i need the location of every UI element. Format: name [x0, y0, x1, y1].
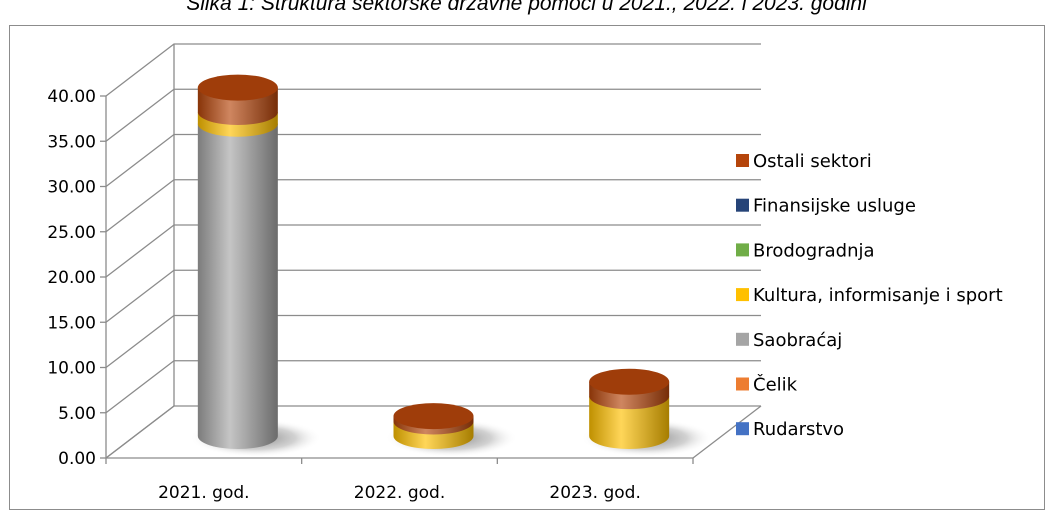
bar-segment: [197, 123, 278, 450]
legend-label: Finansijske usluge: [753, 196, 916, 217]
legend-swatch: [736, 198, 749, 212]
legend-swatch: [736, 154, 749, 167]
gridline: [105, 360, 761, 414]
x-tick-label: 2022. god.: [354, 483, 445, 503]
gridline: [105, 88, 761, 142]
y-tick-label: 25.00: [47, 223, 96, 243]
y-tick-label: 15.00: [47, 313, 96, 333]
legend-layer: Ostali sektori Finansijske usluge Brodogra…: [736, 151, 1003, 440]
gridline: [105, 43, 761, 97]
grid-layer: [100, 43, 762, 464]
y-tick-label: 40.00: [47, 87, 96, 107]
gridline: [105, 179, 761, 233]
legend-swatch: [736, 422, 749, 436]
y-tick-label: 35.00: [47, 132, 96, 152]
chart-frame: [9, 25, 1045, 510]
legend-swatch: [736, 377, 749, 391]
x-tick-label: 2021. god.: [158, 483, 249, 503]
legend-label: Ostali sektori: [753, 151, 872, 172]
gridline: [105, 405, 761, 459]
bar-layer: [197, 74, 670, 450]
y-tick-label: 10.00: [47, 359, 96, 379]
y-tick-label: 0.00: [58, 449, 96, 469]
y-tick-label: 20.00: [47, 268, 96, 288]
legend-swatch: [736, 243, 749, 257]
chart-caption: Slika 1: Struktura sektorske državne pom…: [186, 0, 867, 15]
y-tick-label: 30.00: [47, 178, 96, 198]
gridline: [105, 224, 761, 278]
x-tick-label: 2023. god.: [549, 483, 640, 503]
legend-swatch: [736, 288, 749, 302]
legend-label: Saobraćaj: [753, 330, 842, 351]
bar-top: [589, 368, 670, 395]
bar-segment: [589, 396, 670, 450]
y-tick-label: 5.00: [58, 404, 96, 424]
legend-label: Kultura, informisanje i sport: [753, 285, 1003, 306]
legend-label: Rudarstvo: [753, 419, 844, 440]
gridline: [105, 133, 761, 188]
gridline: [105, 314, 761, 369]
bar-top: [197, 74, 278, 101]
label-layer: 0.00 5.00 10.00 15.00 20.00 25.00 30.00 35.00 40…: [47, 87, 641, 503]
floor-right-edge: [692, 405, 762, 459]
bar-top: [393, 403, 474, 430]
gridline: [105, 269, 761, 323]
legend-swatch: [736, 332, 749, 346]
legend-label: Čelik: [753, 374, 798, 396]
legend-label: Brodogradnja: [753, 240, 875, 261]
